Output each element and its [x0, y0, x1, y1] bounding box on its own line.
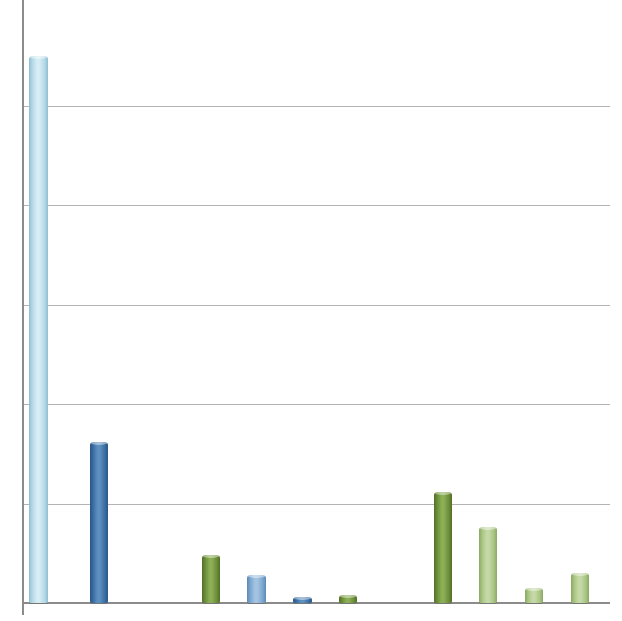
bar: [434, 6, 452, 603]
bar-fill: [479, 527, 497, 603]
gridline: [22, 504, 610, 505]
bar-fill: [90, 442, 108, 603]
bar-fill: [434, 492, 452, 603]
y-axis: [22, 0, 24, 615]
bar-fill: [293, 597, 311, 603]
bar: [571, 6, 589, 603]
bar: [90, 6, 108, 603]
bar: [293, 6, 311, 603]
bar: [339, 6, 357, 603]
bar-fill: [29, 56, 47, 603]
bar: [525, 6, 543, 603]
gridline: [22, 305, 610, 306]
bar: [29, 6, 47, 603]
bar-fill: [339, 595, 357, 603]
x-axis-baseline: [22, 602, 610, 604]
bar: [202, 6, 220, 603]
gridline: [22, 205, 610, 206]
bar-fill: [202, 555, 220, 603]
plot-area: [22, 6, 610, 603]
gridline: [22, 404, 610, 405]
bar-fill: [525, 588, 543, 603]
bar-fill: [571, 573, 589, 603]
bar: [479, 6, 497, 603]
bar-chart: [0, 0, 622, 621]
bar: [247, 6, 265, 603]
bar-fill: [247, 575, 265, 603]
gridline: [22, 106, 610, 107]
